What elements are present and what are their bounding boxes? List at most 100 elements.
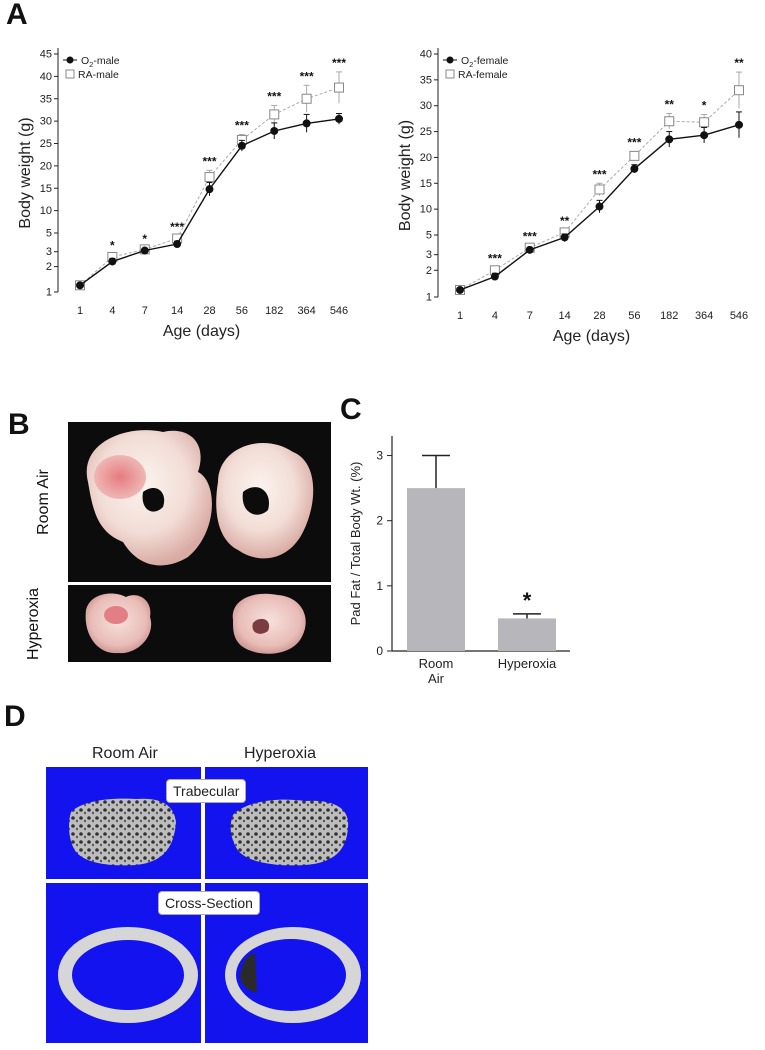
data-point-o2	[140, 246, 149, 255]
significance-marker: *	[110, 238, 115, 252]
x-tick-label: 1	[77, 305, 83, 317]
significance-marker: *	[702, 99, 707, 113]
data-point-o2	[735, 120, 743, 129]
data-point-o2	[108, 257, 117, 266]
y-tick-label: 20	[40, 160, 52, 172]
x-tick-label: 7	[527, 310, 533, 322]
y-tick-label: 0	[376, 644, 383, 658]
legend-label-ra: RA-male	[78, 69, 119, 81]
data-point-o2	[560, 233, 569, 242]
data-point-ra	[664, 116, 675, 127]
y-tick-label: 5	[46, 228, 52, 240]
data-point-o2	[630, 164, 639, 173]
x-tick-label: 56	[236, 305, 248, 317]
significance-marker: ***	[267, 89, 281, 103]
x-axis-label: Age (days)	[163, 323, 240, 340]
photo-label-hyperoxia: Hyperoxia	[25, 587, 42, 661]
panel-label-b: B	[8, 408, 30, 441]
significance-marker: **	[665, 97, 675, 111]
series-line-o2	[79, 118, 340, 286]
y-tick-label: 10	[40, 205, 52, 217]
significance-marker: ***	[235, 119, 249, 133]
x-tick-label: 28	[203, 305, 215, 317]
bone-label-trabecular: Trabecular	[166, 779, 247, 803]
x-tick-label: 182	[265, 305, 283, 317]
x-category-label: Air	[428, 671, 445, 686]
y-tick-label: 20	[420, 152, 432, 164]
data-point-ra	[594, 184, 605, 195]
significance-marker: ***	[332, 56, 346, 70]
data-point-ra	[334, 82, 344, 93]
data-point-o2	[237, 141, 246, 150]
x-tick-label: 4	[109, 305, 115, 317]
data-point-o2	[270, 126, 279, 135]
data-point-o2	[490, 272, 499, 281]
y-tick-label: 2	[426, 265, 432, 277]
significance-marker: ***	[488, 252, 502, 266]
data-point-o2	[205, 185, 214, 194]
y-tick-label: 30	[40, 116, 52, 128]
y-tick-label: 25	[420, 126, 432, 138]
bone-column-title-hyperoxia: Hyperoxia	[244, 745, 317, 762]
significance-marker: ***	[300, 69, 314, 83]
significance-marker: *	[523, 588, 532, 613]
legend-marker-o2	[446, 56, 454, 64]
y-tick-label: 1	[376, 579, 383, 593]
significance-marker: ***	[523, 230, 537, 244]
x-tick-label: 546	[730, 310, 748, 322]
fat-pad-photo-hyperoxia	[68, 585, 331, 662]
bone-cross-section-hyperoxia	[205, 883, 368, 1043]
legend-marker-o2	[66, 56, 74, 64]
y-tick-label: 5	[426, 230, 432, 242]
data-point-ra	[204, 172, 215, 183]
fat-pad-photo-room-air	[68, 422, 331, 582]
x-tick-label: 364	[297, 305, 315, 317]
y-tick-label: 3	[376, 449, 383, 463]
y-tick-label: 40	[420, 49, 432, 61]
legend-label-o2: O2-female	[461, 55, 509, 69]
series-line-ra	[459, 89, 740, 291]
legend-marker-ra	[445, 69, 455, 79]
significance-marker: ***	[592, 167, 606, 181]
data-point-o2	[302, 119, 311, 128]
significance-marker: **	[734, 56, 744, 70]
significance-marker: **	[560, 214, 570, 228]
data-point-o2	[595, 202, 604, 211]
bone-label-cross-section: Cross-Section	[158, 891, 260, 915]
x-tick-label: 4	[492, 310, 498, 322]
bar	[407, 488, 465, 651]
data-point-ra	[734, 85, 744, 96]
significance-marker: *	[142, 232, 147, 246]
data-point-o2	[700, 131, 709, 140]
data-point-o2	[76, 281, 84, 290]
data-point-o2	[525, 245, 534, 254]
legend-label-ra: RA-female	[458, 69, 508, 81]
x-tick-label: 14	[171, 305, 183, 317]
photo-label-room-air: Room Air	[35, 469, 52, 535]
y-tick-label: 1	[426, 292, 432, 304]
data-point-ra	[269, 109, 280, 120]
y-tick-label: 25	[40, 138, 52, 150]
x-tick-label: 182	[660, 310, 678, 322]
y-tick-label: 35	[40, 93, 52, 105]
y-axis-label: Body weight (g)	[17, 117, 34, 228]
data-point-o2	[335, 114, 343, 123]
y-tick-label: 2	[376, 514, 383, 528]
y-axis-label: Body weight (g)	[397, 120, 414, 231]
legend-label-o2: O2-male	[81, 55, 120, 69]
data-point-ra	[699, 117, 710, 128]
y-tick-label: 35	[420, 74, 432, 86]
y-tick-label: 15	[40, 183, 52, 195]
panel-label-c: C	[340, 393, 362, 426]
legend-marker-ra	[65, 69, 75, 79]
bone-column-title-room-air: Room Air	[92, 745, 158, 762]
x-tick-label: 1	[457, 310, 463, 322]
bar	[498, 618, 556, 651]
data-point-o2	[665, 135, 674, 144]
y-tick-label: 3	[46, 246, 52, 258]
x-axis-label: Age (days)	[553, 328, 630, 345]
x-category-label: Hyperoxia	[498, 656, 557, 671]
